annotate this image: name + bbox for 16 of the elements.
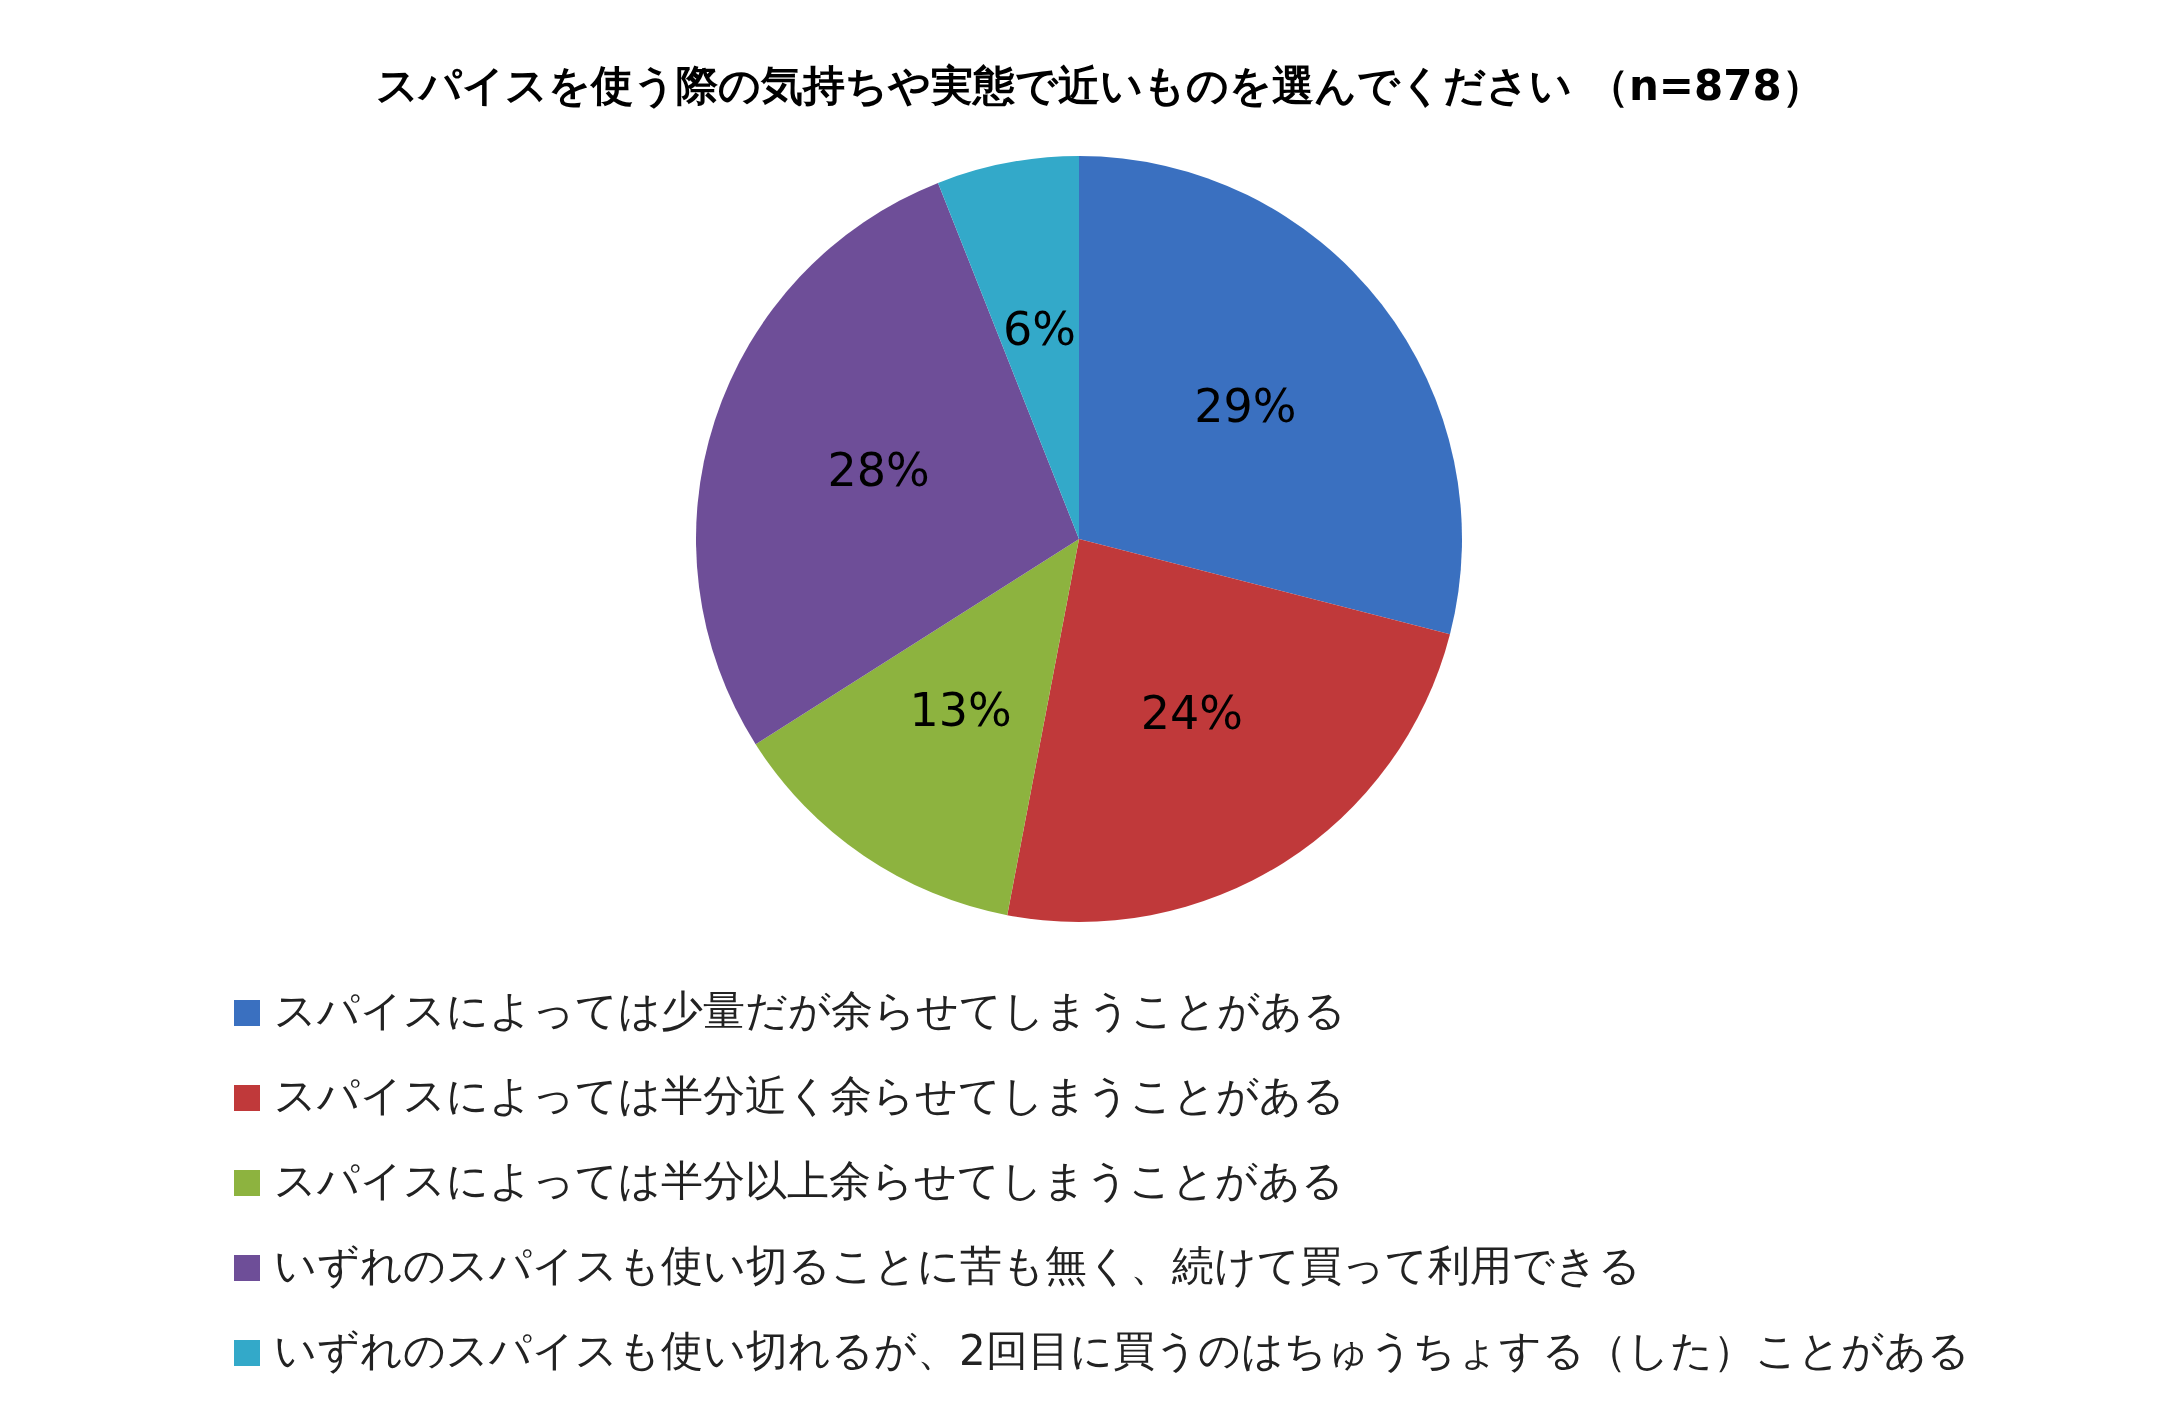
data-label: 13%	[909, 682, 1012, 737]
data-label: 6%	[1003, 301, 1077, 356]
chart-title: スパイスを使う際の気持ちや実態で近いものを選んでください （n=878）	[376, 61, 1824, 110]
pie-slice	[938, 156, 1079, 539]
pie-slice	[1079, 156, 1462, 635]
pie-slice	[696, 182, 1079, 745]
legend-label: スパイスによっては少量だが余らせてしまうことがある	[274, 985, 1346, 1035]
data-label: 28%	[827, 443, 930, 498]
pie-slice	[755, 539, 1079, 916]
legend-label: スパイスによっては半分以上余らせてしまうことがある	[274, 1155, 1344, 1205]
data-label: 24%	[1140, 686, 1243, 741]
legend-label: いずれのスパイスも使い切ることに苦も無く、続けて買って利用できる	[274, 1240, 1641, 1290]
legend-label: スパイスによっては半分近く余らせてしまうことがある	[274, 1070, 1345, 1120]
legend-label: いずれのスパイスも使い切れるが、2回目に買うのはちゅうちょする（した）ことがある	[274, 1325, 1970, 1375]
data-label: 29%	[1194, 379, 1297, 434]
pie-slice	[1007, 539, 1450, 922]
